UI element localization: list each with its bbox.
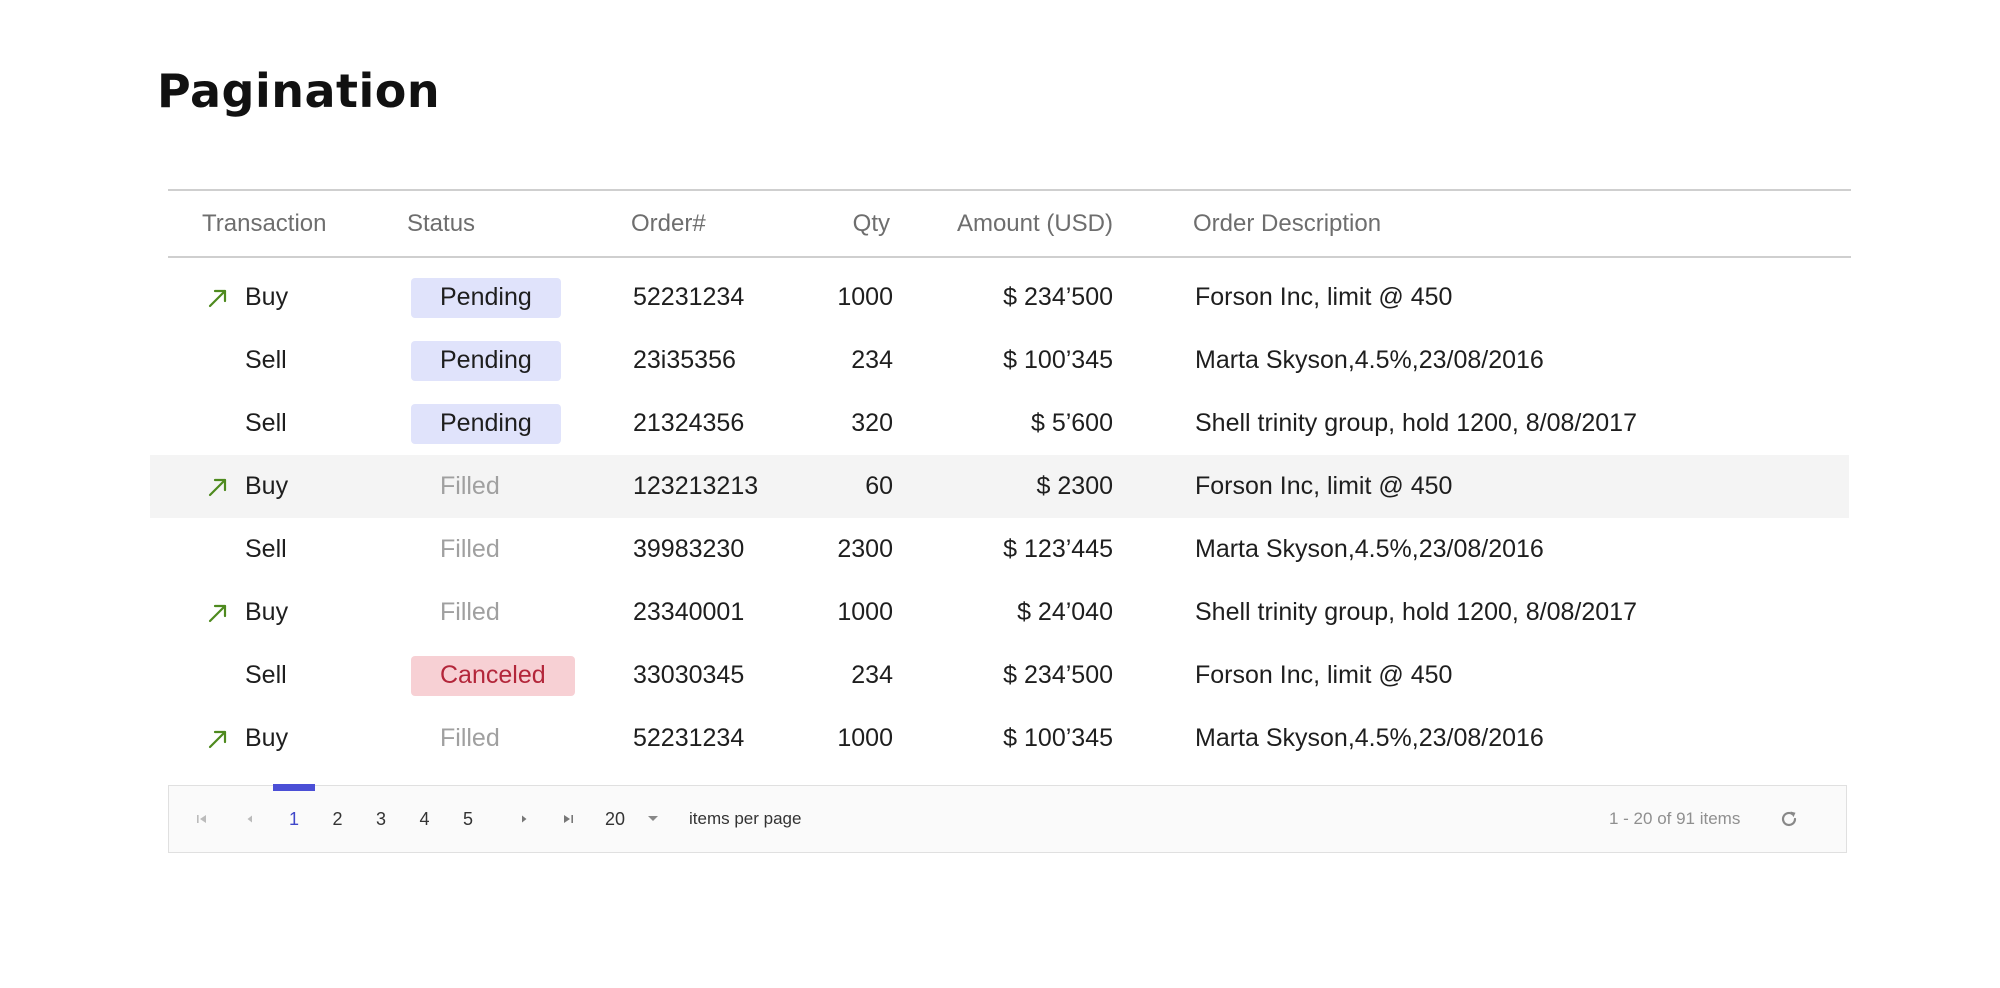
cell-order: 23i35356 — [633, 346, 736, 374]
cell-amount: $ 123’445 — [1003, 535, 1113, 563]
page-button-5[interactable]: 5 — [462, 808, 473, 829]
status-badge: Filled — [440, 472, 500, 500]
refresh-icon[interactable] — [1769, 786, 1809, 852]
table-row[interactable]: Buy Pending 52231234 1000 $ 234’500 Forson In… — [168, 266, 1851, 329]
page-size-value: 20 — [605, 808, 626, 829]
table-row[interactable]: Sell Pending 23i35356 234 $ 100’345 Marta Sky… — [168, 329, 1851, 392]
first-page-icon[interactable] — [187, 786, 217, 852]
transaction-icon — [204, 455, 232, 518]
arrow-up-right-icon — [207, 602, 229, 624]
status-badge: Pending — [411, 277, 561, 318]
grid-header: Transaction Status Order# Qty Amount (US… — [168, 189, 1851, 258]
cell-qty: 234 — [851, 346, 893, 374]
cell-status: Canceled — [411, 644, 575, 707]
cell-transaction: Buy — [245, 724, 289, 752]
column-header-description[interactable]: Order Description — [1193, 209, 1382, 237]
status-badge: Pending — [411, 403, 561, 444]
cell-amount: $ 100’345 — [1003, 724, 1113, 752]
cell-transaction: Buy — [245, 283, 289, 311]
cell-qty: 2300 — [837, 535, 893, 563]
cell-description: Shell trinity group, hold 1200, 8/08/201… — [1195, 409, 1637, 437]
cell-transaction: Sell — [245, 409, 287, 437]
table-row[interactable]: Sell Canceled 33030345 234 $ 234’500 Forson I… — [168, 644, 1851, 707]
column-header-amount[interactable]: Amount (USD) — [956, 209, 1113, 237]
table-row[interactable]: Buy Filled 23340001 1000 $ 24’040 Shell trini… — [168, 581, 1851, 644]
table-row[interactable]: Buy Filled 123213213 60 $ 2300 Forson Inc, li… — [150, 455, 1849, 518]
cell-transaction: Buy — [245, 598, 289, 626]
cell-order: 21324356 — [633, 409, 745, 437]
page-info: 1 - 20 of 91 items — [1609, 809, 1741, 828]
cell-status: Filled — [411, 707, 529, 770]
arrow-up-right-icon — [207, 287, 229, 309]
page-button-3[interactable]: 3 — [375, 808, 386, 829]
cell-qty: 1000 — [837, 283, 893, 311]
transaction-icon — [204, 707, 232, 770]
cell-status: Pending — [411, 266, 561, 329]
page-button-1[interactable]: 1 — [288, 808, 299, 829]
cell-transaction: Sell — [245, 535, 287, 563]
cell-transaction: Sell — [245, 346, 287, 374]
cell-status: Filled — [411, 518, 529, 581]
orders-grid: Transaction Status Order# Qty Amount (US… — [150, 189, 1851, 770]
active-page-indicator — [273, 784, 315, 791]
status-badge: Pending — [411, 340, 561, 381]
cell-qty: 234 — [851, 661, 893, 689]
cell-status: Pending — [411, 392, 561, 455]
transaction-icon — [204, 581, 232, 644]
arrow-up-right-icon — [207, 476, 229, 498]
column-header-transaction[interactable]: Transaction — [202, 209, 327, 237]
prev-page-icon[interactable] — [235, 786, 265, 852]
page-size-select[interactable]: 20 — [605, 786, 695, 852]
arrow-up-right-icon — [207, 728, 229, 750]
column-header-qty[interactable]: Qty — [852, 209, 890, 237]
cell-status: Filled — [411, 581, 529, 644]
page-button-4[interactable]: 4 — [419, 808, 430, 829]
cell-description: Marta Skyson,4.5%,23/08/2016 — [1195, 724, 1544, 752]
cell-description: Marta Skyson,4.5%,23/08/2016 — [1195, 535, 1544, 563]
cell-amount: $ 234’500 — [1003, 661, 1113, 689]
page-size-label: items per page — [689, 809, 802, 828]
next-page-icon[interactable] — [509, 786, 539, 852]
cell-amount: $ 5’600 — [1030, 409, 1113, 437]
chevron-down-icon — [647, 815, 659, 823]
cell-description: Shell trinity group, hold 1200, 8/08/201… — [1195, 598, 1637, 626]
cell-description: Forson Inc, limit @ 450 — [1195, 661, 1453, 689]
cell-qty: 320 — [851, 409, 893, 437]
column-header-order[interactable]: Order# — [631, 209, 706, 237]
cell-amount: $ 100’345 — [1003, 346, 1113, 374]
grid-body: Buy Pending 52231234 1000 $ 234’500 Forson In… — [150, 266, 1851, 770]
status-badge: Canceled — [411, 655, 575, 696]
cell-order: 33030345 — [633, 661, 745, 689]
cell-status: Pending — [411, 329, 561, 392]
cell-order: 23340001 — [633, 598, 745, 626]
pager: 1 2 3 4 5 20 items per page 1 - 20 of 91 ite… — [168, 784, 1847, 853]
status-badge: Filled — [440, 598, 500, 626]
cell-description: Marta Skyson,4.5%,23/08/2016 — [1195, 346, 1544, 374]
cell-order: 52231234 — [633, 283, 745, 311]
cell-transaction: Buy — [245, 472, 289, 500]
cell-order: 39983230 — [633, 535, 745, 563]
cell-amount: $ 234’500 — [1003, 283, 1113, 311]
status-badge: Filled — [440, 535, 500, 563]
cell-order: 52231234 — [633, 724, 745, 752]
cell-qty: 1000 — [837, 724, 893, 752]
cell-description: Forson Inc, limit @ 450 — [1195, 283, 1453, 311]
table-row[interactable]: Buy Filled 52231234 1000 $ 100’345 Marta Skys… — [168, 707, 1851, 770]
cell-qty: 60 — [865, 472, 893, 500]
page-button-2[interactable]: 2 — [332, 808, 343, 829]
page-title: Pagination — [157, 64, 441, 118]
cell-order: 123213213 — [633, 472, 759, 500]
cell-amount: $ 2300 — [1036, 472, 1113, 500]
table-row[interactable]: Sell Pending 21324356 320 $ 5’600 Shell trini… — [168, 392, 1851, 455]
cell-status: Filled — [411, 455, 529, 518]
status-badge: Filled — [440, 724, 500, 752]
transaction-icon — [204, 266, 232, 329]
table-row[interactable]: Sell Filled 39983230 2300 $ 123’445 Marta Sky… — [168, 518, 1851, 581]
last-page-icon[interactable] — [553, 786, 583, 852]
cell-transaction: Sell — [245, 661, 287, 689]
cell-description: Forson Inc, limit @ 450 — [1195, 472, 1453, 500]
cell-qty: 1000 — [837, 598, 893, 626]
column-header-status[interactable]: Status — [407, 209, 476, 237]
cell-amount: $ 24’040 — [1017, 598, 1113, 626]
